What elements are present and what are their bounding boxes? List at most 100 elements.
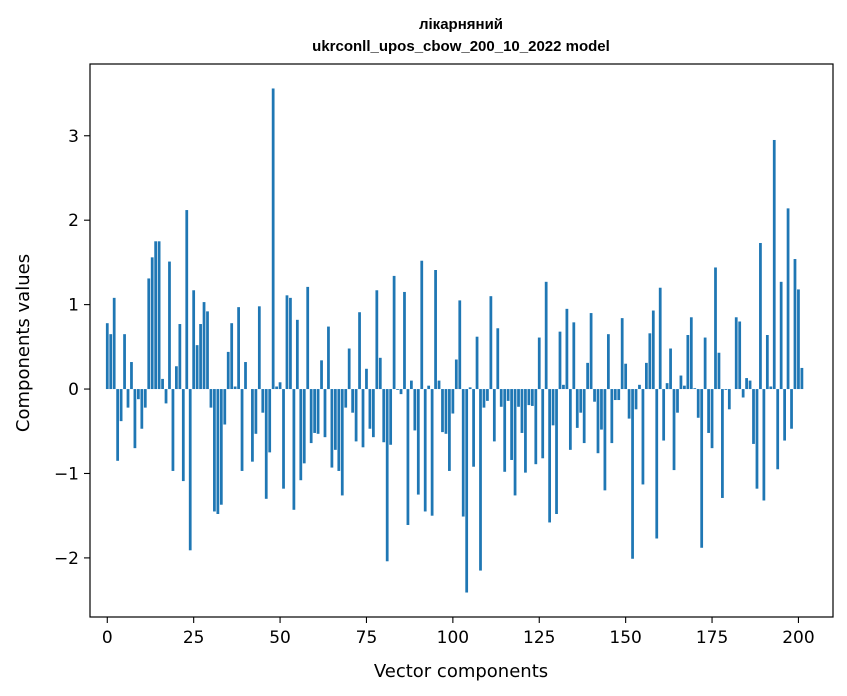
bar-component-177 (717, 352, 721, 390)
bar-component-157 (648, 333, 652, 390)
bar-component-101 (454, 359, 458, 390)
bar-component-84 (396, 389, 399, 390)
bar-component-21 (178, 324, 182, 390)
bar-component-111 (489, 296, 493, 390)
bar-component-46 (264, 389, 268, 499)
bar-component-72 (354, 389, 358, 442)
bar-component-69 (344, 389, 348, 408)
bar-component-7 (130, 362, 133, 390)
bar-component-169 (689, 317, 693, 390)
bar-component-73 (358, 312, 361, 390)
bar-component-43 (254, 389, 258, 434)
bar-component-120 (520, 389, 524, 433)
bar-component-56 (299, 389, 303, 481)
bar-component-70 (347, 348, 351, 390)
bar-component-39 (240, 389, 244, 471)
bar-component-75 (365, 368, 368, 390)
bar-component-167 (683, 385, 686, 390)
bar-component-159 (655, 389, 659, 539)
bar-component-174 (707, 389, 710, 433)
bar-component-60 (313, 389, 317, 433)
bar-component-44 (257, 306, 261, 390)
bar-component-119 (517, 389, 520, 407)
bar-component-194 (776, 389, 780, 470)
bar-component-14 (154, 241, 158, 390)
bar-component-12 (147, 278, 151, 390)
bar-component-76 (368, 389, 372, 429)
bar-component-115 (503, 389, 507, 472)
bar-component-67 (337, 389, 341, 471)
bar-component-37 (233, 386, 237, 390)
bar-component-197 (786, 208, 790, 390)
bar-component-52 (285, 295, 289, 390)
bar-component-68 (340, 389, 344, 496)
bar-component-64 (327, 326, 330, 390)
bar-component-63 (323, 389, 327, 438)
y-tick-label: 1 (68, 296, 79, 316)
bar-component-150 (624, 363, 628, 390)
bar-component-107 (475, 336, 479, 390)
plot-area-frame (89, 63, 834, 618)
bar-component-171 (696, 389, 700, 418)
bar-component-138 (582, 389, 586, 444)
bar-component-53 (289, 297, 292, 390)
bar-component-57 (302, 389, 306, 464)
x-tick-label: 0 (102, 628, 113, 648)
bar-component-65 (330, 389, 334, 468)
bar-component-178 (721, 389, 724, 498)
bar-component-134 (568, 389, 572, 450)
bar-component-15 (157, 241, 161, 390)
bar-component-182 (734, 317, 738, 390)
bar-component-59 (309, 389, 313, 444)
bar-component-31 (213, 389, 216, 512)
bar-component-22 (181, 389, 185, 482)
bar-component-103 (461, 389, 465, 517)
bar-component-172 (700, 389, 704, 548)
x-tick-label: 125 (523, 628, 555, 648)
bar-component-199 (793, 259, 797, 390)
bar-component-6 (126, 389, 130, 408)
bar-component-117 (510, 389, 513, 460)
bar-component-146 (610, 389, 614, 444)
bar-component-109 (482, 389, 486, 408)
bar-component-114 (499, 389, 503, 407)
bar-component-18 (168, 261, 171, 390)
bar-component-92 (423, 389, 427, 512)
bar-component-40 (244, 362, 247, 390)
bar-component-165 (676, 389, 679, 413)
bar-component-195 (779, 281, 783, 390)
bar-component-166 (679, 375, 683, 390)
bar-component-201 (800, 367, 804, 390)
bar-component-80 (382, 389, 386, 443)
x-tick-label: 75 (356, 628, 378, 648)
chart-title-line2: ukrconll_upos_cbow_200_10_2022 model (312, 38, 610, 55)
bar-component-137 (579, 389, 583, 413)
bar-component-190 (762, 389, 766, 501)
bar-component-163 (669, 348, 672, 390)
y-tick-label: 2 (68, 211, 79, 231)
bar-component-192 (769, 386, 773, 390)
bar-component-133 (565, 308, 569, 390)
bar-component-94 (430, 389, 434, 516)
bar-component-168 (686, 335, 690, 390)
bar-component-42 (251, 389, 254, 462)
bar-component-82 (389, 389, 393, 445)
bar-component-78 (375, 290, 379, 390)
bar-component-186 (748, 380, 752, 390)
bar-component-30 (209, 389, 213, 408)
bar-component-161 (662, 389, 666, 441)
bar-component-38 (237, 307, 240, 390)
bar-component-162 (665, 383, 669, 390)
bar-component-91 (420, 260, 424, 390)
bar-component-105 (468, 387, 472, 390)
y-tick-label: −1 (54, 464, 79, 484)
bar-component-147 (613, 389, 617, 401)
bar-component-187 (752, 389, 755, 444)
bar-component-98 (444, 389, 448, 434)
bar-component-45 (261, 389, 265, 413)
bar-component-100 (451, 389, 455, 414)
bar-series (105, 88, 804, 593)
bar-component-35 (226, 351, 230, 390)
bar-component-93 (427, 385, 431, 390)
bar-component-141 (593, 389, 596, 402)
